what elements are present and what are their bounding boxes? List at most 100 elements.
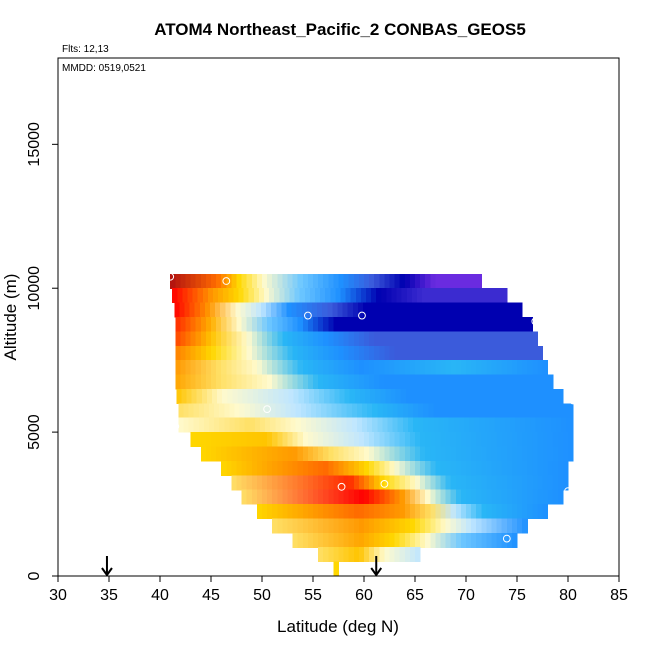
heatmap-cell <box>356 403 363 419</box>
heatmap-cell <box>442 288 449 304</box>
heatmap-cell <box>272 475 278 491</box>
heatmap-cell <box>542 475 549 491</box>
heatmap-cell <box>435 273 442 289</box>
heatmap-cell <box>362 302 369 318</box>
heatmap-cell <box>506 504 513 520</box>
heatmap-cell <box>287 504 294 520</box>
heatmap-cell <box>247 388 254 404</box>
heatmap-cell <box>328 345 334 361</box>
heatmap-cell <box>206 388 213 404</box>
heatmap-cell <box>330 288 337 304</box>
heatmap-cell <box>425 460 431 476</box>
heatmap-cell <box>256 360 263 376</box>
heatmap-cell <box>420 532 426 548</box>
heatmap-cell <box>412 417 419 433</box>
heatmap-cell <box>328 547 334 563</box>
heatmap-cell <box>394 475 401 491</box>
heatmap-cell <box>302 504 309 520</box>
chart-title: ATOM4 Northeast_Pacific_2 CONBAS_GEOS5 <box>154 20 526 39</box>
heatmap-cell <box>267 475 273 491</box>
heatmap-cell <box>236 273 243 289</box>
heatmap-cell <box>270 417 276 433</box>
heatmap-cell <box>282 460 289 476</box>
heatmap-cell <box>499 403 506 419</box>
heatmap-cell <box>450 475 457 491</box>
heatmap-cell <box>249 417 256 433</box>
heatmap-cell <box>256 446 263 462</box>
heatmap-cell <box>455 273 462 289</box>
heatmap-cell <box>317 302 323 318</box>
heatmap-cell <box>251 446 258 462</box>
heatmap-cell <box>532 331 538 347</box>
heatmap-cell <box>231 446 238 462</box>
heatmap-cell <box>486 360 493 376</box>
x-tick-label: 35 <box>100 587 118 604</box>
heatmap-cell <box>399 446 406 462</box>
heatmap-cell <box>525 417 531 433</box>
heatmap-cell <box>476 345 482 361</box>
heatmap-cell <box>453 417 460 433</box>
heatmap-cell <box>211 273 217 289</box>
heatmap-cell <box>314 388 320 404</box>
heatmap-cell <box>374 360 380 376</box>
heatmap-cell <box>323 446 329 462</box>
heatmap-cell <box>348 489 355 505</box>
heatmap-cell <box>382 417 389 433</box>
heatmap-cell <box>387 417 394 433</box>
heatmap-cell <box>483 288 490 304</box>
heatmap-cell <box>341 417 348 433</box>
heatmap-cell <box>364 518 370 534</box>
heatmap-cell <box>397 417 404 433</box>
heatmap-cell <box>389 317 396 332</box>
heatmap-cell <box>272 317 278 332</box>
heatmap-cell <box>262 360 268 376</box>
heatmap-cell <box>527 489 533 505</box>
heatmap-cell <box>266 302 272 318</box>
heatmap-cell <box>420 446 426 462</box>
heatmap-cell <box>481 360 487 376</box>
heatmap-cell <box>195 331 202 347</box>
heatmap-cell <box>292 532 299 548</box>
heatmap-cell <box>256 374 263 390</box>
heatmap-cell <box>371 288 377 304</box>
heatmap-cell <box>470 302 476 318</box>
heatmap-cell <box>364 360 370 376</box>
heatmap-cell <box>353 460 360 476</box>
heatmap-cell <box>292 446 299 462</box>
heatmap-cell <box>501 446 508 462</box>
heatmap-cell <box>460 489 467 505</box>
heatmap-cell <box>236 317 243 332</box>
heatmap-cell <box>399 489 406 505</box>
measurement-point <box>531 317 540 326</box>
heatmap-cell <box>364 475 370 491</box>
heatmap-cell <box>440 518 447 534</box>
heatmap-cell <box>276 302 282 318</box>
heatmap-cell <box>471 460 477 476</box>
heatmap-cell <box>481 432 487 448</box>
heatmap-cell <box>476 374 482 390</box>
heatmap-cell <box>404 532 411 548</box>
heatmap-cell <box>302 360 309 376</box>
heatmap-cell <box>358 374 365 390</box>
heatmap-cell <box>343 360 350 376</box>
heatmap-cell <box>374 446 380 462</box>
heatmap-cell <box>515 302 522 318</box>
heatmap-cell <box>224 403 230 419</box>
heatmap-cell <box>328 532 334 548</box>
heatmap-cell <box>256 489 263 505</box>
heatmap-cell <box>530 417 536 433</box>
heatmap-cell <box>200 446 207 462</box>
heatmap-cell <box>491 518 498 534</box>
heatmap-cell <box>326 403 332 419</box>
heatmap-cell <box>333 446 340 462</box>
heatmap-cell <box>242 388 249 404</box>
heatmap-cell <box>471 532 477 548</box>
heatmap-cell <box>262 432 268 448</box>
heatmap-cell <box>466 504 472 520</box>
heatmap-cell <box>203 403 210 419</box>
heatmap-cell <box>364 547 370 563</box>
heatmap-cell <box>361 417 368 433</box>
heatmap-cell <box>481 489 487 505</box>
heatmap-cell <box>435 532 442 548</box>
heatmap-cell <box>557 460 564 476</box>
